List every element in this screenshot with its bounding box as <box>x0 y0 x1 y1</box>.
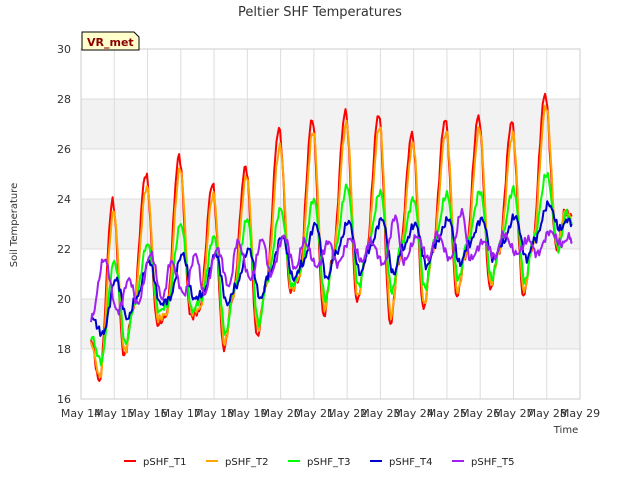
x-tick-label: May 21 <box>294 407 334 420</box>
plot-band <box>81 149 580 199</box>
series-line-pSHF_T5 <box>90 207 573 323</box>
y-tick-labels: 16 18 20 22 24 26 28 30 <box>57 43 71 406</box>
x-tick-label: May 20 <box>260 407 300 420</box>
plot-bands <box>81 49 580 399</box>
legend: pSHF_T1 pSHF_T2 pSHF_T3 pSHF_T4 pSHF_T5 <box>124 457 514 468</box>
legend-label: pSHF_T2 <box>225 457 268 468</box>
series-lines <box>90 92 573 382</box>
plot-band <box>81 349 580 399</box>
plot-band <box>81 49 580 99</box>
y-tick-label: 28 <box>57 93 71 106</box>
legend-label: pSHF_T5 <box>471 457 514 468</box>
station-badge: VR_met <box>81 31 140 51</box>
plot-frame <box>80 48 581 400</box>
x-tick-label: May 27 <box>493 407 533 420</box>
y-tick-label: 18 <box>57 343 71 356</box>
x-tick-label: May 24 <box>394 407 434 420</box>
plot-band <box>81 99 580 149</box>
x-tick-label: May 16 <box>127 407 167 420</box>
x-tick-label: May 25 <box>427 407 467 420</box>
badge-label: VR_met <box>87 36 134 49</box>
x-tick-label: May 15 <box>94 407 134 420</box>
x-tick-label: May 26 <box>460 407 500 420</box>
x-tick-label: May 19 <box>227 407 267 420</box>
x-tick-label: May 18 <box>194 407 234 420</box>
y-tick-label: 26 <box>57 143 71 156</box>
x-tick-label: May 28 <box>527 407 567 420</box>
y-tick-label: 22 <box>57 243 71 256</box>
y-tick-label: 24 <box>57 193 71 206</box>
legend-label: pSHF_T3 <box>307 457 350 468</box>
plot-band <box>81 199 580 249</box>
y-axis-label: Soil Temperature <box>9 183 20 268</box>
x-tick-label: May 17 <box>161 407 201 420</box>
y-tick-label: 30 <box>57 43 71 56</box>
x-axis-label: Time <box>553 425 578 436</box>
series-line-pSHF_T4 <box>90 200 573 337</box>
x-tick-label: May 29 <box>560 407 600 420</box>
y-tick-label: 20 <box>57 293 71 306</box>
x-tick-label: May 14 <box>61 407 101 420</box>
x-tick-label: May 23 <box>360 407 400 420</box>
chart-title: Peltier SHF Temperatures <box>238 5 402 20</box>
badge-box <box>81 31 140 51</box>
legend-label: pSHF_T4 <box>389 457 432 468</box>
x-tick-label: May 22 <box>327 407 367 420</box>
legend-label: pSHF_T1 <box>143 457 186 468</box>
y-tick-label: 16 <box>57 393 71 406</box>
